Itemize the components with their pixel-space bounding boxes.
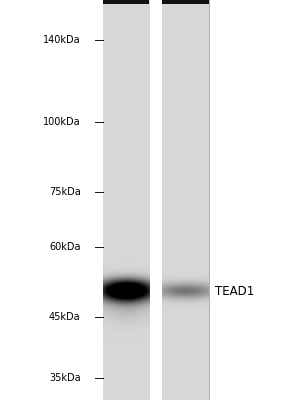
Text: 35kDa: 35kDa [49, 373, 81, 383]
Bar [102, 0, 149, 400]
Text: 75kDa: 75kDa [49, 187, 81, 197]
Text: TEAD1: TEAD1 [215, 285, 254, 298]
Text: 140kDa: 140kDa [43, 35, 81, 45]
Text: 60kDa: 60kDa [49, 242, 81, 252]
Text: 45kDa: 45kDa [49, 312, 81, 322]
Text: 100kDa: 100kDa [43, 117, 81, 127]
Bar [162, 0, 209, 400]
Bar [162, 0, 209, 4]
Bar [102, 0, 149, 4]
